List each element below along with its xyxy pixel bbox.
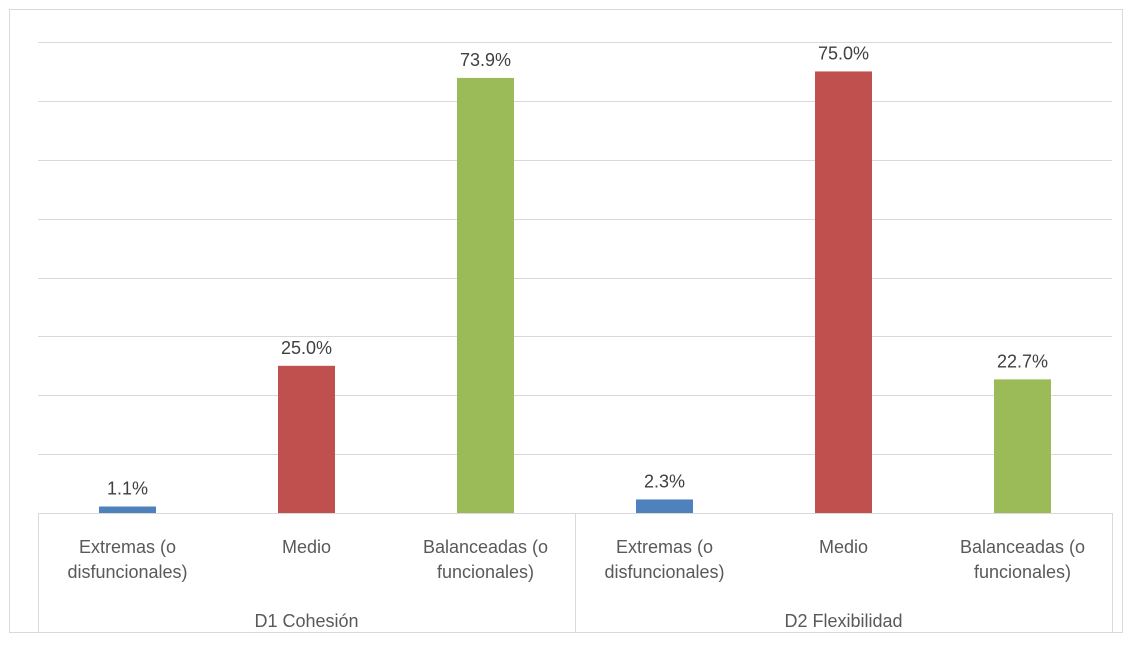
group-label: D1 Cohesión: [254, 611, 358, 631]
group-label: D2 Flexibilidad: [784, 611, 902, 631]
category-label: Extremas (o: [79, 537, 176, 557]
category-label: Balanceadas (o: [423, 537, 548, 557]
data-label: 1.1%: [107, 479, 148, 499]
category-label: funcionales): [437, 562, 534, 582]
category-label: funcionales): [974, 562, 1071, 582]
category-label: Balanceadas (o: [960, 537, 1085, 557]
category-label: Extremas (o: [616, 537, 713, 557]
bar-1-1: [99, 506, 156, 513]
category-label: disfuncionales): [604, 562, 724, 582]
chart-frame: [9, 9, 1123, 633]
bar-2-2: [815, 71, 872, 513]
bar-2-3: [994, 379, 1051, 513]
data-label: 73.9%: [460, 50, 511, 70]
data-label: 22.7%: [997, 351, 1048, 371]
bar-2-1: [636, 499, 693, 513]
data-label: 25.0%: [281, 338, 332, 358]
bar-1-2: [278, 365, 335, 513]
category-label: Medio: [819, 537, 868, 557]
bar-1-3: [457, 77, 514, 513]
data-label: 75.0%: [818, 43, 869, 63]
category-label: disfuncionales): [67, 562, 187, 582]
data-label: 2.3%: [644, 471, 685, 491]
category-label: Medio: [282, 537, 331, 557]
